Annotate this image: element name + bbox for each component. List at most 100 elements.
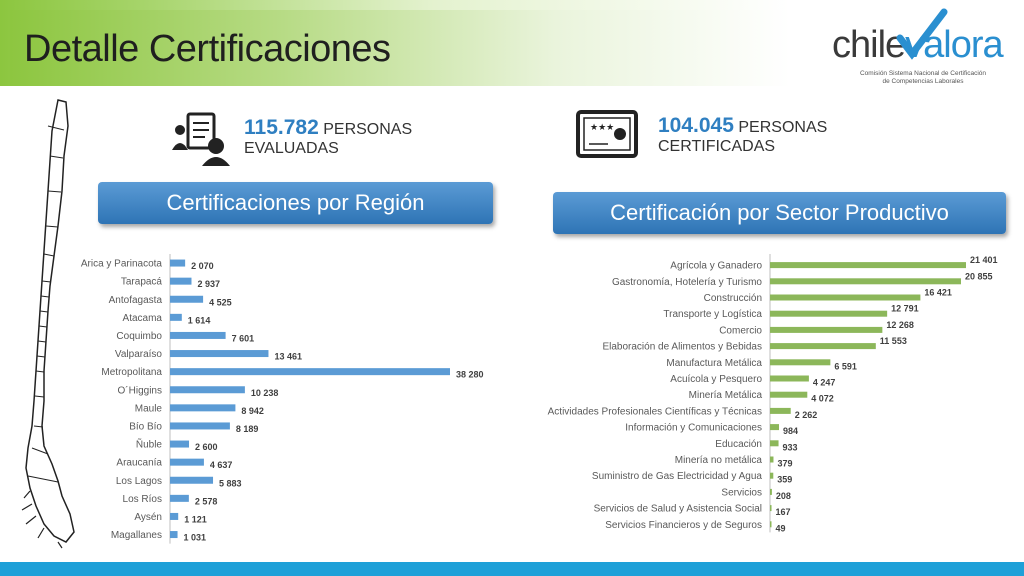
data-label: 1 121 bbox=[184, 514, 207, 524]
bar bbox=[170, 313, 182, 321]
data-label: 4 072 bbox=[811, 394, 834, 404]
header-gradient bbox=[10, 10, 790, 86]
bar bbox=[770, 521, 772, 528]
data-label: 38 280 bbox=[456, 370, 484, 380]
data-label: 49 bbox=[776, 523, 786, 533]
data-label: 1 031 bbox=[184, 533, 207, 543]
category-label: Los Lagos bbox=[116, 476, 162, 487]
bar bbox=[770, 278, 961, 285]
bar bbox=[170, 494, 189, 502]
bar bbox=[170, 476, 214, 484]
logo-word-chile: chile bbox=[832, 24, 906, 66]
data-label: 12 268 bbox=[886, 320, 914, 330]
category-label: Educación bbox=[715, 439, 762, 450]
category-label: Minería no metálica bbox=[675, 455, 763, 466]
bar bbox=[170, 350, 269, 358]
category-label: Comercio bbox=[719, 325, 762, 336]
category-label: Elaboración de Alimentos y Bebidas bbox=[602, 342, 762, 353]
category-label: Antofagasta bbox=[109, 295, 163, 306]
category-label: Coquimbo bbox=[116, 331, 162, 342]
data-label: 13 461 bbox=[274, 352, 302, 362]
kpi-certified: 104.045 PERSONAS CERTIFICADAS bbox=[658, 114, 827, 156]
kpi-evaluated-number: 115.782 bbox=[244, 116, 319, 139]
data-label: 933 bbox=[783, 442, 798, 452]
kpi-certified-label: CERTIFICADAS bbox=[658, 138, 776, 155]
footer-bar bbox=[0, 562, 1024, 576]
data-label: 359 bbox=[777, 475, 792, 485]
bar bbox=[770, 326, 883, 333]
bar bbox=[770, 262, 966, 269]
kpi-evaluated: 115.782 PERSONAS EVALUADAS bbox=[244, 116, 412, 158]
kpi-certified-number: 104.045 bbox=[658, 114, 734, 137]
category-label: Maule bbox=[135, 403, 163, 414]
category-label: Agrícola y Ganadero bbox=[670, 261, 762, 272]
page-title: Detalle Certificaciones bbox=[24, 28, 391, 70]
bar bbox=[770, 407, 791, 414]
bar bbox=[770, 294, 921, 301]
data-label: 4 525 bbox=[209, 297, 232, 307]
category-label: Gastronomía, Hotelería y Turismo bbox=[612, 277, 762, 288]
bar bbox=[170, 259, 186, 267]
bar bbox=[170, 458, 204, 466]
category-label: Bío Bío bbox=[129, 421, 162, 432]
bar bbox=[770, 505, 772, 512]
bar bbox=[770, 440, 779, 447]
data-label: 1 614 bbox=[188, 315, 211, 325]
category-label: Valparaíso bbox=[115, 349, 163, 360]
category-label: Servicios Financieros y de Seguros bbox=[605, 520, 762, 531]
data-label: 2 578 bbox=[195, 496, 218, 506]
bar bbox=[770, 310, 888, 317]
data-label: 208 bbox=[776, 491, 791, 501]
person-checklist-icon bbox=[172, 112, 230, 166]
category-label: Información y Comunicaciones bbox=[625, 423, 762, 434]
bar bbox=[770, 472, 774, 479]
data-label: 16 421 bbox=[924, 288, 952, 298]
data-label: 8 189 bbox=[236, 424, 259, 434]
category-label: Tarapacá bbox=[121, 277, 163, 288]
bar bbox=[770, 488, 772, 495]
bar bbox=[170, 422, 230, 430]
category-label: Magallanes bbox=[111, 530, 162, 541]
bar bbox=[770, 391, 808, 398]
category-label: Ñuble bbox=[136, 438, 163, 451]
bar bbox=[170, 512, 179, 520]
category-label: Metropolitana bbox=[101, 367, 162, 378]
category-label: Arica y Parinacota bbox=[81, 259, 163, 270]
bar bbox=[770, 456, 774, 463]
category-label: Acuícola y Pesquero bbox=[670, 374, 762, 385]
certificate-icon: ★★★ bbox=[576, 110, 638, 158]
category-label: Servicios de Salud y Asistencia Social bbox=[594, 504, 762, 515]
data-label: 8 942 bbox=[241, 406, 264, 416]
kpi-evaluated-label: EVALUADAS bbox=[244, 140, 339, 157]
data-label: 4 247 bbox=[813, 378, 836, 388]
data-label: 2 262 bbox=[795, 410, 818, 420]
data-label: 11 553 bbox=[880, 336, 907, 346]
region-section-header: Certificaciones por Región bbox=[98, 182, 493, 224]
data-label: 984 bbox=[783, 426, 798, 436]
data-label: 4 637 bbox=[210, 460, 233, 470]
bar bbox=[170, 531, 178, 539]
data-label: 379 bbox=[777, 459, 792, 469]
data-label: 10 238 bbox=[251, 388, 279, 398]
bar bbox=[770, 375, 809, 382]
data-label: 21 401 bbox=[970, 255, 998, 265]
bar bbox=[170, 368, 450, 376]
category-label: Minería Metálica bbox=[689, 390, 763, 401]
chile-map-icon bbox=[21, 99, 75, 549]
logo-wordmark: chilevalora bbox=[832, 24, 1004, 67]
logo-subtitle-line1: Comisión Sistema Nacional de Certificaci… bbox=[859, 70, 987, 77]
kpi-evaluated-unit: PERSONAS bbox=[323, 121, 413, 138]
bar bbox=[770, 343, 876, 350]
category-label: Araucanía bbox=[116, 458, 162, 469]
data-label: 20 855 bbox=[965, 271, 993, 281]
data-label: 2 070 bbox=[191, 261, 214, 271]
category-label: Servicios bbox=[721, 487, 762, 498]
bar bbox=[770, 359, 831, 366]
logo-check-icon bbox=[896, 8, 948, 60]
region-bar-chart: Arica y Parinacota 2 070 Tarapacá 2 937 Anto… bbox=[81, 254, 484, 544]
sector-bar-chart: Agrícola y Ganadero 21 401 Gastronomía, Ho… bbox=[548, 254, 998, 533]
category-label: Los Ríos bbox=[123, 494, 162, 505]
kpi-certified-unit: PERSONAS bbox=[738, 119, 828, 136]
bar bbox=[170, 404, 236, 412]
svg-text:★★★: ★★★ bbox=[590, 123, 614, 133]
